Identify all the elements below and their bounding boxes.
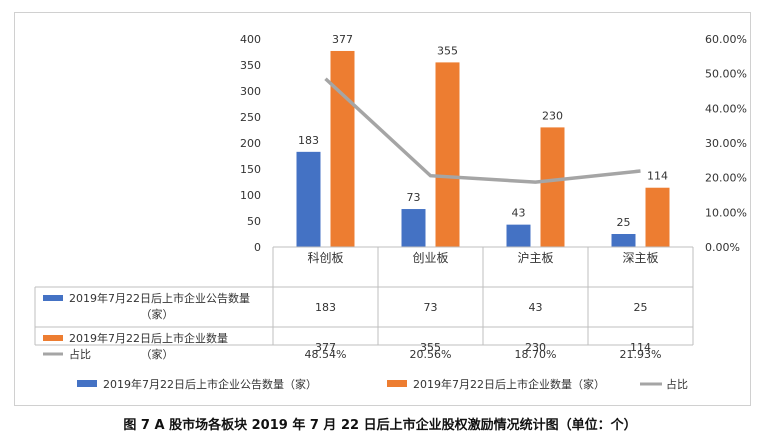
table-legend-key	[43, 295, 63, 301]
y-right-tick-label: 30.00%	[705, 137, 747, 150]
y-right-tick-label: 20.00%	[705, 172, 747, 185]
x-category-label: 科创板	[307, 251, 343, 265]
table-cell-value: 20.56%	[410, 348, 452, 361]
table-cell-value: 230	[525, 341, 546, 354]
y-left-tick-label: 250	[240, 111, 261, 124]
bar-value-label: 377	[332, 33, 353, 46]
bar-value-label: 183	[298, 134, 319, 147]
chart-svg: 0 50 100 150 200 250 300 350 400 0.00% 10.00% 20.00…	[34, 33, 747, 391]
table-cell-value: 21.93%	[620, 348, 662, 361]
bar	[506, 224, 531, 247]
bar-value-label: 355	[437, 44, 458, 57]
bar-value-label: 25	[617, 216, 631, 229]
bar	[540, 127, 565, 247]
y-left-tick-label: 300	[240, 85, 261, 98]
table-row-label: 2019年7月22日后上市企业数量	[69, 331, 228, 345]
y-right-tick-label: 50.00%	[705, 68, 747, 81]
bar	[645, 187, 670, 247]
x-category-label: 沪主板	[517, 251, 553, 265]
bar	[611, 234, 636, 247]
bar-value-label: 114	[647, 170, 668, 183]
y-left-tick-label: 350	[240, 59, 261, 72]
chart-frame: 0 50 100 150 200 250 300 350 400 0.00% 10.00% 20.00…	[14, 12, 751, 406]
legend-label: 占比	[666, 377, 688, 391]
legend-key	[77, 380, 97, 387]
y-left-tick-label: 100	[240, 189, 261, 202]
y-left-tick-label: 50	[247, 215, 261, 228]
table-cell-value: 18.70%	[515, 348, 557, 361]
y-right-tick-label: 60.00%	[705, 33, 747, 46]
y-right-tick-label: 10.00%	[705, 206, 747, 219]
table-row-label: （家）	[141, 307, 174, 321]
y-left-tick-label: 0	[254, 241, 261, 254]
bar	[330, 50, 355, 248]
y-left-tick-label: 200	[240, 137, 261, 150]
table-row-label: 2019年7月22日后上市企业公告数量	[69, 291, 250, 305]
table-cell-value: 377	[315, 341, 336, 354]
legend-label: 2019年7月22日后上市企业公告数量（家）	[103, 377, 317, 391]
bar-value-label: 73	[407, 191, 421, 204]
table-cell-value: 355	[420, 341, 441, 354]
bar	[296, 151, 321, 247]
chart-caption: 图 7 A 股市场各板块 2019 年 7 月 22 日后上市企业股权激励情况统…	[123, 418, 637, 433]
legend-key	[387, 380, 407, 387]
bar-value-label: 230	[542, 109, 563, 122]
x-category-label: 深主板	[622, 251, 658, 265]
y-right-tick-label: 0.00%	[705, 241, 740, 254]
table-cell-value: 183	[315, 301, 336, 314]
legend-label: 2019年7月22日后上市企业数量（家）	[413, 377, 605, 391]
table-row-label: 占比	[69, 347, 91, 361]
bar	[435, 62, 460, 248]
x-category-label: 创业板	[412, 251, 448, 265]
y-left-tick-label: 150	[240, 163, 261, 176]
table-legend-key	[43, 335, 63, 341]
table-cell-value: 48.54%	[305, 348, 347, 361]
bar	[401, 209, 426, 247]
table-cell-value: 43	[529, 301, 543, 314]
table-cell-value: 25	[634, 301, 648, 314]
bar-value-label: 43	[512, 207, 526, 220]
y-left-tick-label: 400	[240, 33, 261, 46]
y-right-tick-label: 40.00%	[705, 102, 747, 115]
table-cell-value: 114	[630, 341, 651, 354]
line-series-share	[324, 77, 641, 184]
table-row-label: （家）	[141, 347, 174, 361]
table-cell-value: 73	[424, 301, 438, 314]
